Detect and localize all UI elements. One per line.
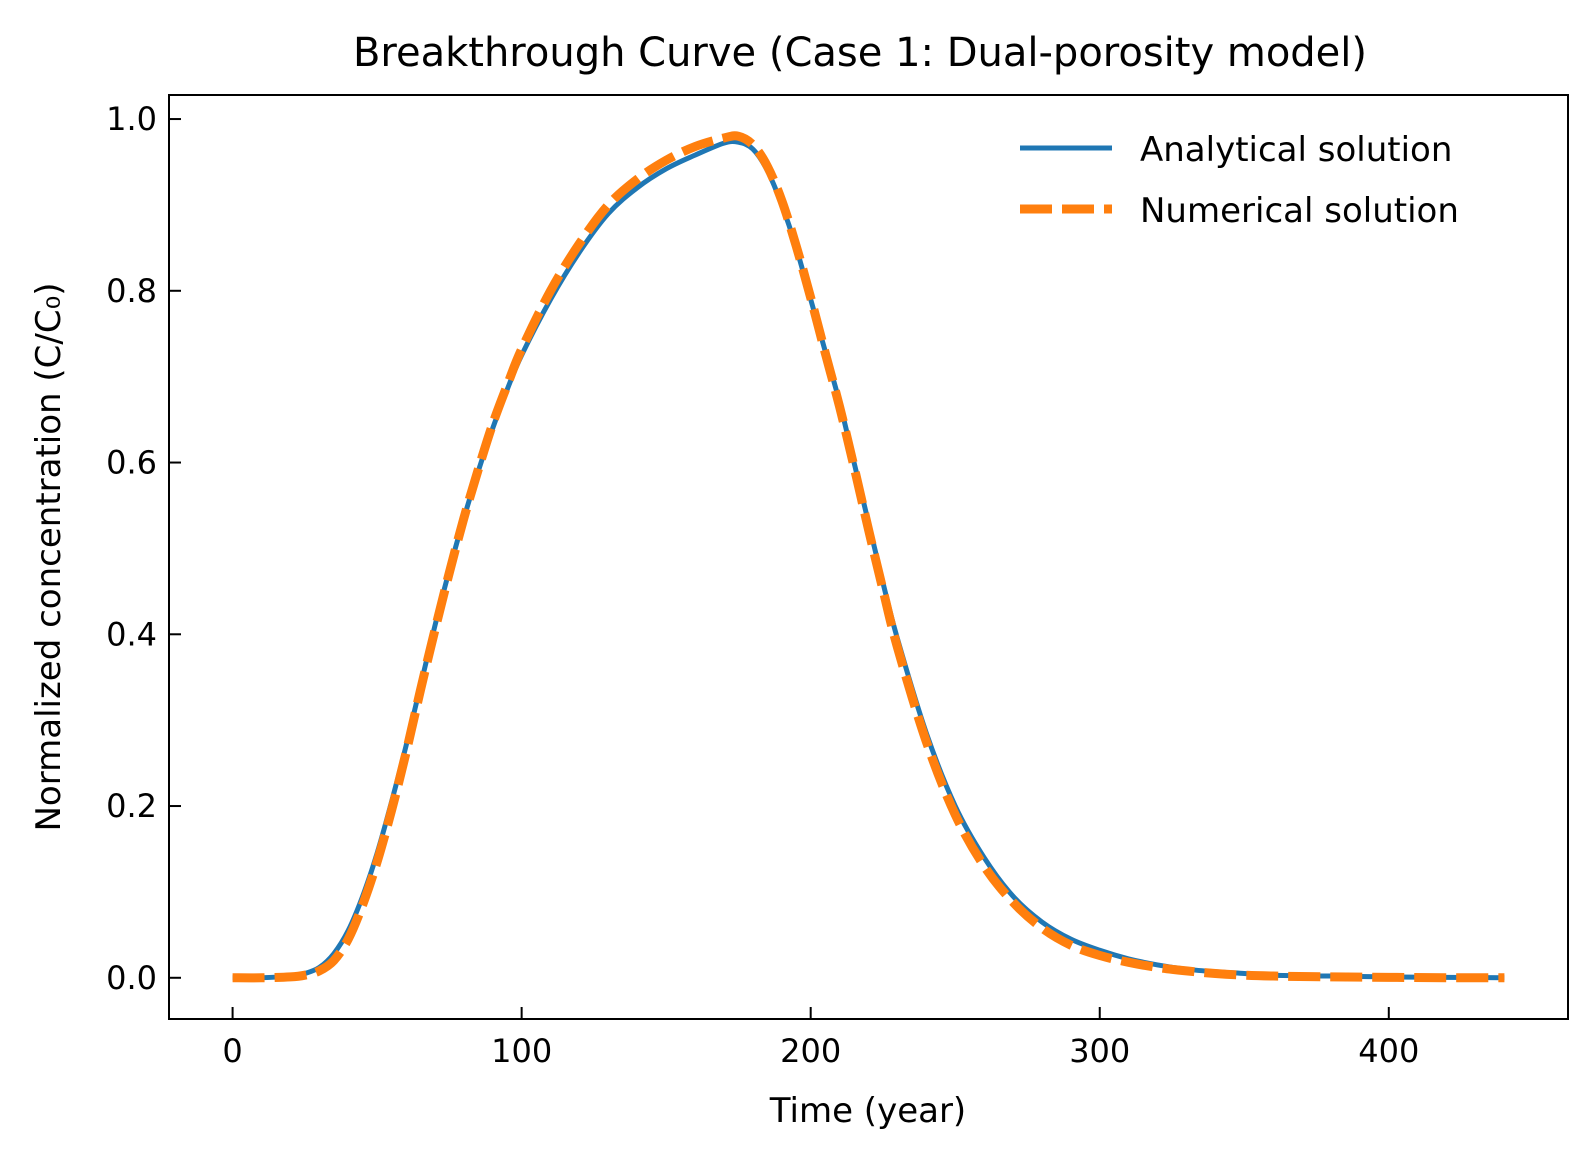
- x-axis-label: Time (year): [769, 1091, 966, 1131]
- y-tick-label: 1.0: [106, 100, 157, 138]
- y-tick-label: 0.2: [106, 787, 157, 825]
- legend: Analytical solution Numerical solution: [1020, 130, 1459, 231]
- y-tick-label: 0.4: [106, 615, 157, 653]
- legend-label-analytical: Analytical solution: [1140, 130, 1452, 170]
- y-tick-label: 0.6: [106, 444, 157, 482]
- y-tick-label: 0.0: [106, 959, 157, 997]
- x-axis-ticks: 0 100 200 300 400: [222, 1007, 1419, 1070]
- plot-content: [232, 131, 1505, 983]
- x-tick-label: 0: [222, 1032, 242, 1070]
- x-tick-label: 400: [1358, 1032, 1419, 1070]
- numerical-solution-line: [232, 131, 1505, 983]
- x-tick-label: 300: [1069, 1032, 1130, 1070]
- x-tick-label: 200: [780, 1032, 841, 1070]
- chart-title: Breakthrough Curve (Case 1: Dual-porosit…: [353, 30, 1367, 76]
- y-tick-label: 0.8: [106, 272, 157, 310]
- legend-label-numerical: Numerical solution: [1140, 191, 1459, 231]
- y-axis-label: Normalized concentration (C/C₀): [29, 283, 69, 832]
- x-tick-label: 100: [491, 1032, 552, 1070]
- plot-frame: [168, 94, 1569, 1020]
- y-axis-ticks: 0.0 0.2 0.4 0.6 0.8 1.0: [106, 100, 181, 997]
